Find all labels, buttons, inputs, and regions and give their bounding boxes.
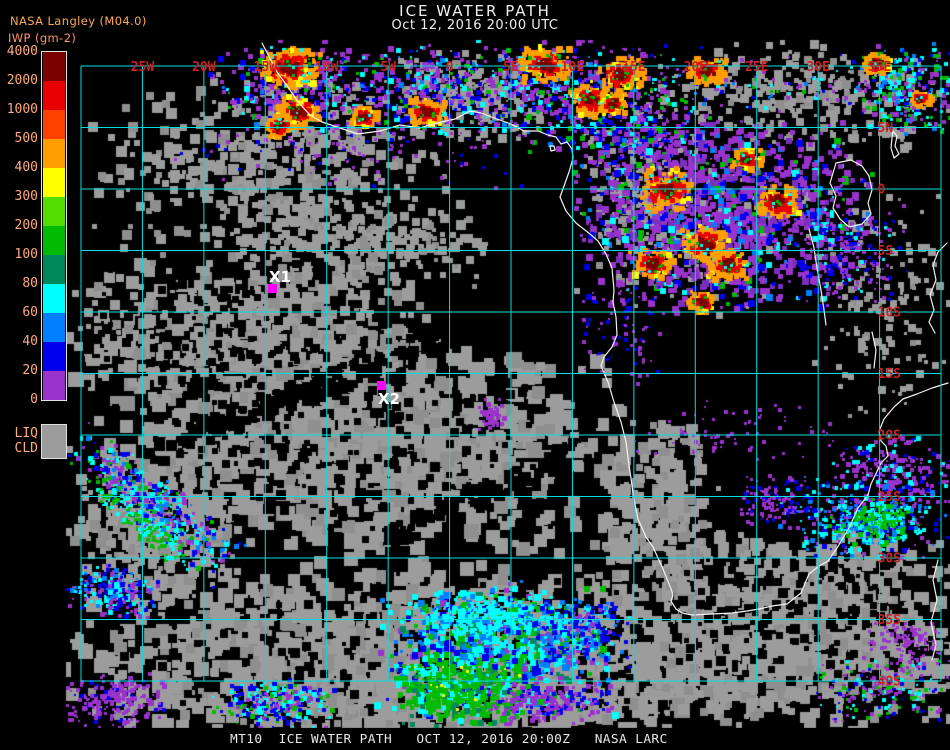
- colorbar-tick-label: 1000: [6, 102, 38, 117]
- timestamp-subtitle: Oct 12, 2016 20:00 UTC: [391, 18, 559, 33]
- lon-label: 30E: [806, 60, 829, 75]
- lat-label: 30S: [878, 552, 902, 567]
- lon-label: 10W: [315, 60, 339, 75]
- colorbar-segment: [43, 168, 65, 197]
- colorbar-tick-label: 100: [14, 247, 38, 262]
- lat-label: 40S: [878, 675, 902, 690]
- marker-dot-x2: [377, 381, 386, 390]
- liq-cld-label: LIQ: [14, 426, 38, 441]
- lon-label: 15E: [622, 60, 645, 75]
- lat-label: 5N: [878, 121, 894, 136]
- lon-label: 25W: [131, 60, 155, 75]
- colorbar-segment: [43, 197, 65, 226]
- colorbar-segment: [43, 313, 65, 342]
- lon-label: 20E: [684, 60, 707, 75]
- colorbar-tick-label: 4000: [6, 44, 38, 59]
- lon-label: 10E: [561, 60, 584, 75]
- marker-group: X1 X2: [268, 268, 400, 408]
- colorbar-frame: [41, 51, 67, 401]
- marker-label-x2: X2: [378, 390, 400, 408]
- lat-label: 25S: [878, 490, 902, 505]
- lon-label: 0: [446, 60, 454, 75]
- lake-malawi: [871, 331, 877, 369]
- liq-cld-swatch: [41, 424, 67, 459]
- colorbar-segment: [43, 81, 65, 110]
- lon-label: 35E: [868, 60, 891, 75]
- lon-label: 5E: [503, 60, 519, 75]
- lon-label: 25E: [745, 60, 768, 75]
- lat-label: 5S: [878, 244, 894, 259]
- footer-text: MT10 ICE WATER PATH OCT 12, 2016 20:00Z …: [230, 732, 668, 747]
- colorbar-tick-label: 2000: [6, 73, 38, 88]
- graticule-group: [80, 65, 942, 682]
- colorbar-tick-label: 60: [22, 305, 38, 320]
- units-label: IWP (gm-2): [8, 31, 77, 45]
- lon-label: 15W: [254, 60, 278, 75]
- footer-bar: MT10 ICE WATER PATH OCT 12, 2016 20:00Z …: [0, 728, 950, 750]
- lat-label: 0: [878, 183, 886, 198]
- lat-label: 35S: [878, 613, 902, 628]
- lon-label: 5W: [380, 60, 396, 75]
- lat-label: 15S: [878, 367, 902, 382]
- colorbar-tick-label: 80: [22, 276, 38, 291]
- lake-victoria: [829, 159, 873, 228]
- grid-label-group: 25W 20W 15W 10W 5W 0 5E 10E 15E 20E 25E 30E 35E 5N 0 5S…: [131, 60, 901, 690]
- marker-label-x1: X1: [269, 268, 291, 286]
- colorbar-tick-label: 40: [22, 334, 38, 349]
- lat-label: 20S: [878, 429, 902, 444]
- east-coast: [928, 242, 948, 334]
- liq-cld-label: CLD: [14, 441, 38, 456]
- marker-dot-x1: [268, 284, 277, 293]
- colorbar-segment: [43, 110, 65, 139]
- colorbar-segment: [43, 342, 65, 371]
- colorbar-tick-label: 200: [14, 218, 38, 233]
- colorbar-tick-label: 300: [14, 189, 38, 204]
- limb-line: [930, 559, 939, 661]
- colorbar-tick-label: 500: [14, 131, 38, 146]
- colorbar-segment: [43, 371, 65, 400]
- colorbar-segment: [43, 284, 65, 313]
- lake-tanganyika: [808, 228, 827, 326]
- colorbar-segment: [43, 52, 65, 81]
- lake-turkana: [890, 130, 900, 159]
- lon-label: 20W: [192, 60, 216, 75]
- coastline-group: [261, 42, 949, 661]
- lat-label: 10S: [878, 306, 902, 321]
- brand-text: NASA Langley (M04.0): [10, 14, 147, 28]
- colorbar-tick-label: 0: [30, 392, 38, 407]
- colorbar-segment: [43, 139, 65, 168]
- colorbar-tick-label: 400: [14, 160, 38, 175]
- colorbar-segment: [43, 226, 65, 255]
- page-title: ICE WATER PATH: [399, 2, 551, 20]
- colorbar-tick-label: 20: [22, 363, 38, 378]
- africa-coastline: [261, 42, 949, 616]
- bioko-island: [549, 145, 556, 152]
- colorbar-segment: [43, 255, 65, 284]
